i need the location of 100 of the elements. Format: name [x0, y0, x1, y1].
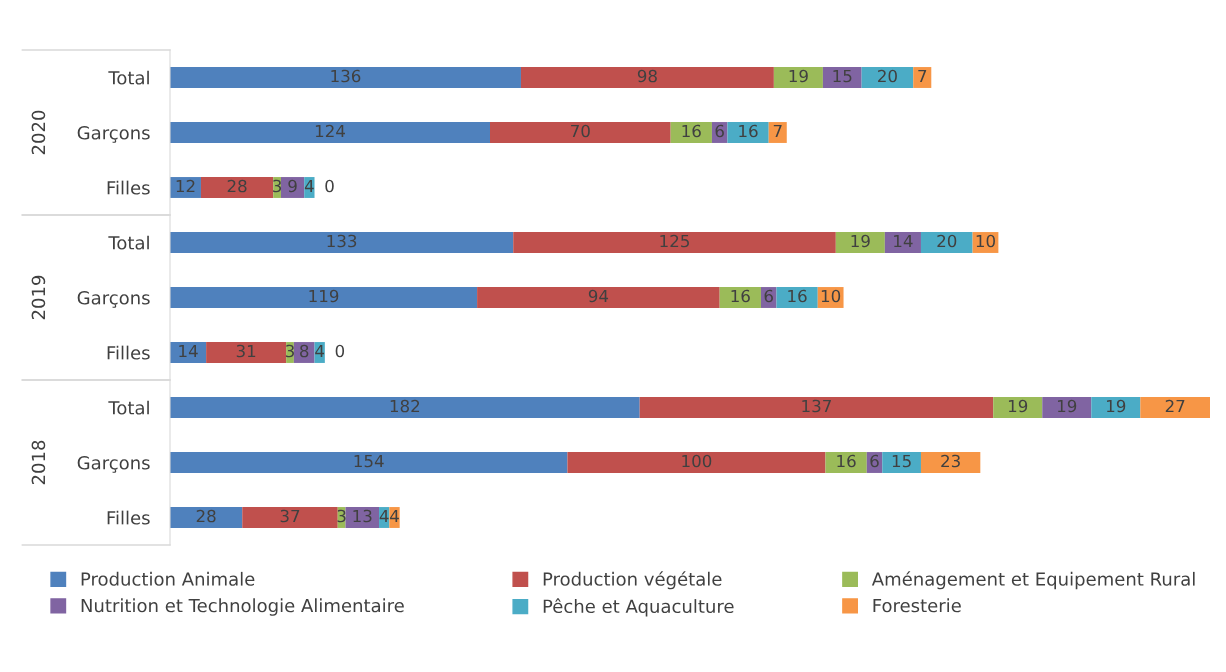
bar	[170, 67, 521, 88]
bar	[727, 122, 769, 143]
bar	[993, 397, 1043, 418]
data-label: 7	[773, 124, 782, 138]
bar	[913, 67, 932, 88]
bar	[920, 452, 981, 473]
bar	[389, 507, 400, 528]
legend-label: Pêche et Aquaculture	[543, 598, 734, 617]
data-label: 137	[802, 399, 831, 413]
bar	[206, 342, 287, 363]
data-label: 7	[918, 69, 927, 83]
bar	[170, 452, 568, 473]
data-label: 98	[637, 69, 657, 83]
bar	[639, 397, 994, 418]
data-label: 154	[354, 454, 384, 468]
bar	[490, 122, 671, 143]
data-label: 16	[731, 289, 750, 303]
bar	[520, 67, 774, 88]
data-label: 0	[335, 344, 345, 358]
bar	[567, 452, 826, 473]
data-label: 3	[273, 179, 282, 193]
y-tick-label: Garçons	[77, 125, 150, 143]
bar	[1140, 397, 1210, 418]
text: 2018	[31, 440, 46, 485]
data-label: 23	[941, 454, 960, 468]
bar	[882, 452, 921, 473]
data-label: 16	[739, 124, 758, 138]
bar	[170, 507, 243, 528]
bar	[719, 287, 761, 308]
legend-label: Aménagement et Equipement Rural	[871, 571, 1195, 590]
data-label: 133	[327, 234, 357, 248]
bar	[773, 67, 823, 88]
text: 2020	[31, 110, 46, 155]
data-label: 15	[892, 454, 911, 468]
data-label: 6	[715, 124, 724, 138]
bar	[513, 232, 836, 253]
data-label: 100	[682, 454, 712, 468]
bar	[170, 397, 640, 418]
bar	[477, 287, 720, 308]
bar	[776, 287, 818, 308]
bar	[670, 122, 712, 143]
data-label: 27	[1165, 399, 1185, 413]
bar	[835, 232, 885, 253]
data-label: 182	[390, 399, 420, 413]
data-label: 9	[288, 179, 297, 193]
bar	[920, 232, 973, 253]
data-label: 12	[176, 179, 195, 193]
data-label: 4	[390, 509, 399, 523]
data-label: 19	[1008, 399, 1028, 413]
bar	[170, 232, 514, 253]
data-label: 6	[870, 454, 879, 468]
data-label: 4	[379, 509, 389, 523]
bar	[170, 287, 478, 308]
bar	[884, 232, 921, 253]
bar	[1042, 397, 1092, 418]
data-label: 19	[851, 234, 870, 248]
data-label: 15	[833, 69, 852, 83]
data-label: 4	[315, 344, 325, 358]
data-label: 124	[315, 124, 345, 138]
bar	[825, 452, 867, 473]
data-label: 28	[196, 509, 216, 523]
bar	[280, 177, 305, 198]
data-label: 10	[976, 234, 995, 248]
data-label: 28	[227, 179, 247, 193]
y-tick-label: Garçons	[77, 455, 150, 473]
data-label: 136	[331, 69, 361, 83]
y-tick-label: Filles	[107, 345, 150, 360]
y-tick-label: Total	[108, 235, 149, 250]
bar	[768, 122, 787, 143]
data-label: 14	[894, 234, 913, 248]
legend-label: Production Animale	[81, 571, 255, 586]
data-label: 14	[179, 344, 198, 358]
data-label: 6	[764, 289, 773, 303]
data-label: 10	[821, 289, 841, 303]
y-tick-label: Garçons	[77, 290, 150, 308]
bar	[293, 342, 315, 363]
data-label: 4	[304, 179, 314, 193]
data-label: 119	[309, 289, 339, 303]
data-label: 16	[788, 289, 807, 303]
bar	[242, 507, 338, 528]
data-label: 70	[571, 124, 590, 138]
data-label: 31	[236, 344, 256, 358]
data-label: 0	[325, 179, 334, 193]
legend-label: Production végétale	[543, 571, 722, 590]
data-label: 16	[837, 454, 856, 468]
y-tick-label: Total	[108, 400, 149, 415]
data-label: 19	[1058, 399, 1077, 413]
text: 2019	[31, 275, 46, 320]
data-label: 16	[682, 124, 701, 138]
bar	[1091, 397, 1141, 418]
data-label: 20	[937, 234, 957, 248]
data-label: 3	[285, 344, 294, 358]
bar	[345, 507, 380, 528]
y-tick-label: Total	[108, 70, 149, 85]
data-label: 37	[280, 509, 300, 523]
data-label: 8	[300, 344, 309, 358]
legend-label: Foresterie	[873, 598, 961, 613]
data-label: 13	[353, 509, 372, 523]
bar	[200, 177, 274, 198]
data-label: 19	[789, 69, 808, 83]
